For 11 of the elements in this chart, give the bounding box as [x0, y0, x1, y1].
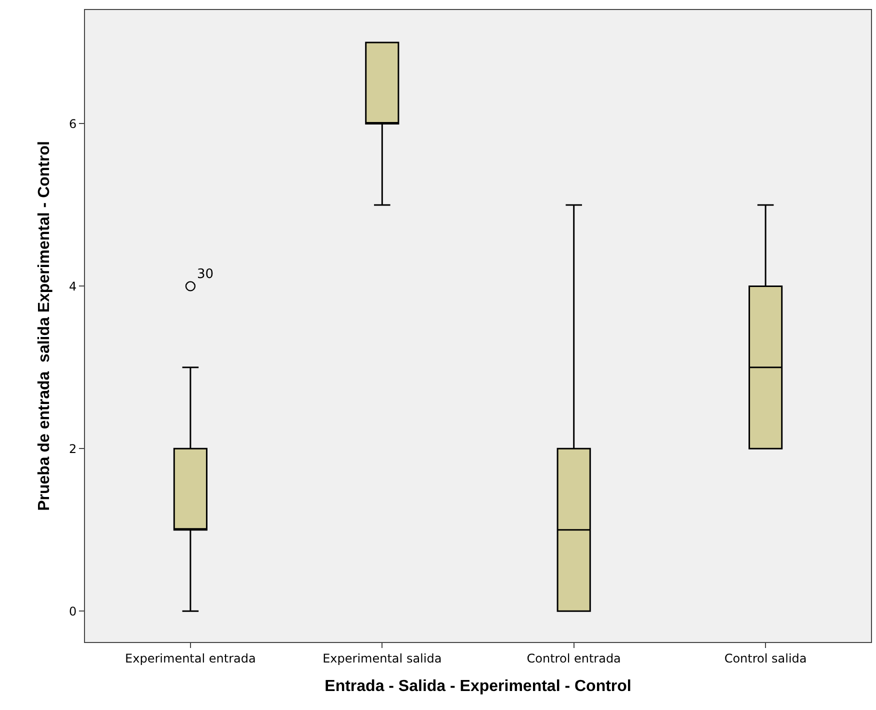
- y-axis-title: Prueba de entrada salida Experimental - Control: [36, 141, 53, 511]
- y-tick-label: 4: [68, 279, 77, 294]
- annotation: 30: [197, 267, 214, 282]
- x-tick-label: Experimental entrada: [125, 651, 256, 666]
- y-tick-label: 6: [68, 116, 77, 131]
- x-axis-title: Entrada - Salida - Experimental - Control: [324, 678, 632, 696]
- x-tick-label: Experimental salida: [322, 651, 442, 666]
- x-tick-label: Control entrada: [526, 651, 621, 666]
- y-tick-label: 0: [68, 604, 77, 618]
- y-tick-label: 2: [68, 442, 77, 456]
- x-tick-label: Control salida: [724, 651, 807, 666]
